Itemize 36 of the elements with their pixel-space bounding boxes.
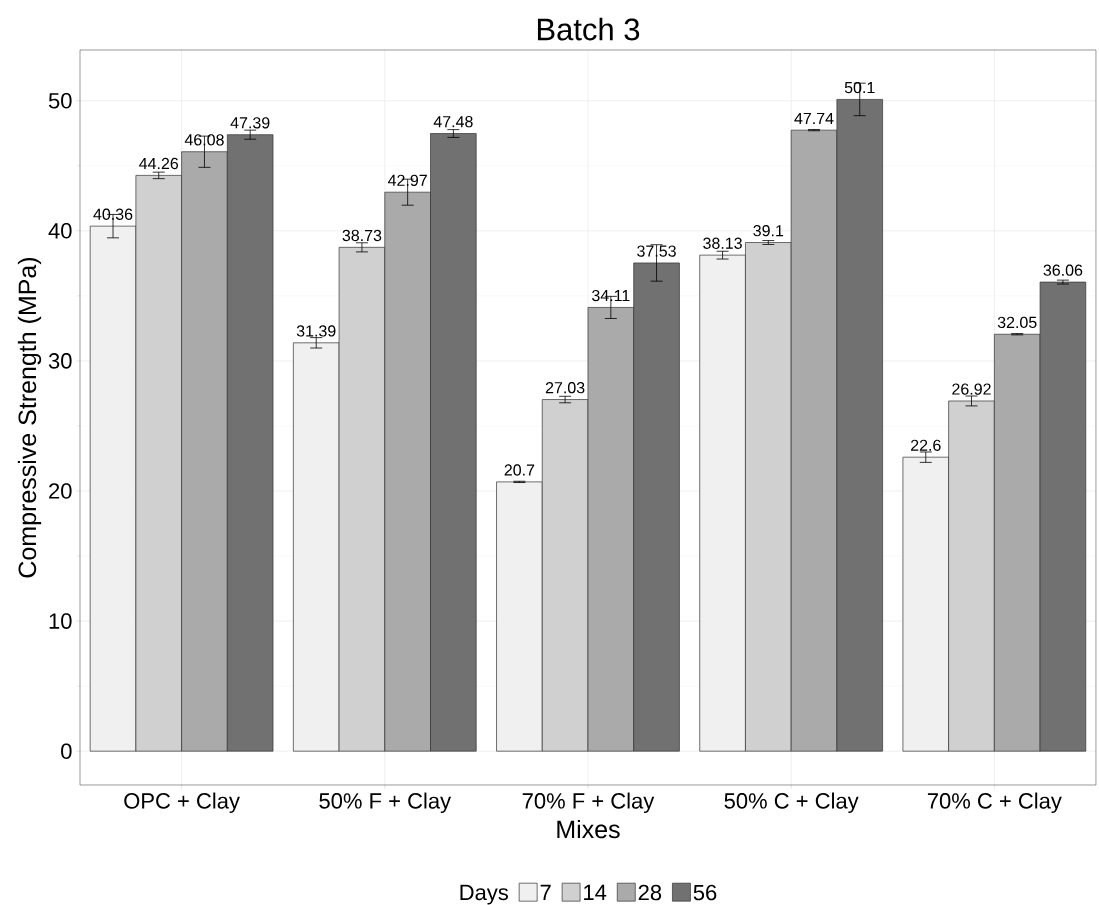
data-label: 47.74 — [794, 112, 834, 124]
y-tick-label: 0 — [61, 743, 72, 759]
legend-label: 56 — [693, 884, 717, 901]
y-axis-title: Compressive Strength (MPa) — [17, 257, 42, 578]
y-tick-label: 40 — [48, 223, 72, 239]
legend-label: 7 — [540, 884, 551, 900]
data-label: 39.1 — [753, 225, 784, 237]
data-label: 31.39 — [296, 325, 336, 337]
legend-label: 14 — [584, 884, 607, 900]
data-label: 27.03 — [545, 382, 585, 394]
data-label: 32.05 — [997, 316, 1037, 329]
data-label: 47.39 — [230, 117, 270, 129]
data-label: 47.48 — [433, 115, 473, 128]
data-label: 22.6 — [911, 439, 941, 451]
y-tick-label: 20 — [49, 483, 72, 499]
x-tick-label: 50% C + Clay — [724, 792, 859, 814]
x-tick-label: 70% C + Clay — [927, 792, 1062, 814]
data-label: 20.7 — [504, 464, 535, 476]
x-tick-label: OPC + Clay — [124, 792, 240, 814]
data-label: 42.97 — [387, 174, 427, 186]
legend-label: 28 — [638, 884, 662, 901]
x-tick-label: 70% F + Clay — [522, 792, 655, 814]
y-tick-label: 30 — [48, 353, 72, 369]
legend-title: Days — [460, 884, 509, 905]
data-label: 36.06 — [1043, 264, 1083, 276]
data-label: 44.26 — [139, 157, 179, 170]
data-label: 34.11 — [592, 289, 630, 302]
y-tick-label: 10 — [49, 613, 72, 629]
data-label: 40.36 — [93, 208, 133, 220]
chart-title: Batch 3 — [537, 17, 640, 41]
x-axis-title: Mixes — [557, 819, 620, 839]
data-label: 38.73 — [342, 229, 382, 242]
x-tick-label: 50% F + Clay — [319, 792, 452, 814]
data-label: 26.92 — [952, 383, 991, 395]
data-label: 38.13 — [703, 237, 742, 249]
y-tick-label: 50 — [48, 92, 72, 109]
